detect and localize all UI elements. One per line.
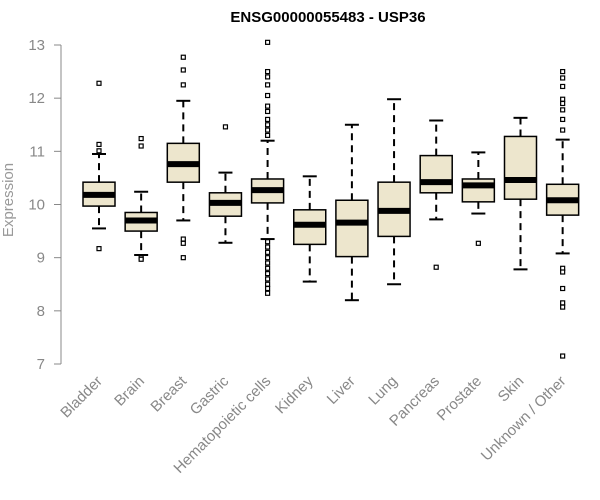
outlier-point [265, 39, 271, 45]
outlier-point [265, 108, 271, 115]
y-tick-label: 10 [28, 197, 45, 214]
outlier-point [265, 116, 271, 123]
outlier-point [138, 135, 144, 142]
box-group [250, 39, 285, 296]
outlier-point [180, 54, 186, 60]
outlier-point [222, 124, 229, 130]
x-tick-label: Breast [147, 372, 190, 415]
y-tick-label: 13 [28, 37, 45, 54]
outlier-point [265, 260, 271, 266]
outlier-point [265, 82, 271, 88]
outlier-point [265, 244, 271, 250]
y-axis-label: Expression [0, 163, 17, 237]
outlier-point [180, 240, 186, 246]
outlier-point [560, 68, 566, 75]
box-group [335, 123, 369, 302]
boxes [82, 39, 580, 359]
outlier-point [265, 127, 271, 133]
chart-title: ENSG00000055483 - USP36 [230, 9, 425, 26]
outlier-point [560, 127, 566, 133]
x-tick-label: Prostate [434, 373, 486, 425]
outlier-point [265, 285, 271, 292]
y-tick-label: 8 [37, 303, 45, 320]
outlier-point [180, 236, 186, 242]
box-group [82, 80, 116, 252]
outlier-point [180, 82, 186, 88]
outlier-point [265, 281, 271, 287]
x-tick-label: Lung [365, 373, 401, 409]
outlier-point [560, 116, 566, 123]
box-group [545, 68, 580, 359]
outlier-point [265, 290, 271, 296]
outlier-point [265, 103, 271, 109]
outlier-point [560, 300, 566, 306]
outlier-point [265, 255, 271, 261]
outlier-point [560, 75, 566, 81]
y-tick-label: 12 [28, 90, 45, 107]
box-group [293, 175, 327, 283]
x-tick-label: Bladder [57, 373, 106, 422]
x-tick-label: Brain [111, 373, 148, 410]
outlier-point [560, 100, 566, 107]
iqr-box [419, 154, 453, 194]
box-group [419, 119, 453, 270]
outlier-point [265, 74, 271, 80]
x-tick-label: Kidney [272, 372, 317, 417]
outlier-point [180, 67, 186, 73]
outlier-point [265, 265, 271, 271]
outlier-point [96, 246, 102, 252]
outlier-point [265, 122, 271, 128]
outlier-point [560, 96, 566, 102]
y-tick-label: 11 [29, 143, 45, 160]
outlier-point [265, 132, 271, 138]
y-axis: 7 8 9 10 11 12 13 [28, 37, 62, 373]
iqr-box [335, 199, 369, 258]
outlier-point [96, 141, 102, 148]
outlier-point [265, 271, 271, 277]
box-group [166, 54, 201, 261]
outlier-point [265, 68, 271, 75]
box-group [461, 151, 496, 246]
outlier-point [475, 240, 481, 246]
outlier-point [560, 285, 566, 292]
outlier-point [560, 83, 566, 90]
outlier-point [560, 304, 566, 310]
box-group [503, 116, 538, 271]
box-group [208, 124, 243, 244]
box-group [124, 135, 158, 262]
outlier-point [433, 264, 439, 270]
outlier-point [180, 255, 186, 261]
outlier-point [560, 107, 566, 113]
outlier-point [265, 276, 271, 282]
outlier-point [96, 80, 102, 86]
outlier-point [265, 239, 271, 245]
outlier-point [265, 92, 271, 99]
x-tick-label: Liver [324, 373, 359, 408]
y-tick-label: 7 [37, 356, 45, 373]
outlier-point [560, 353, 566, 359]
box-group [377, 98, 411, 286]
iqr-box [503, 135, 538, 200]
outlier-point [265, 249, 271, 255]
outlier-point [96, 148, 102, 154]
y-tick-label: 9 [37, 250, 45, 267]
outlier-point [138, 143, 144, 149]
outlier-point [138, 256, 144, 262]
outlier-point [560, 269, 566, 275]
x-tick-label: Skin [495, 373, 528, 406]
